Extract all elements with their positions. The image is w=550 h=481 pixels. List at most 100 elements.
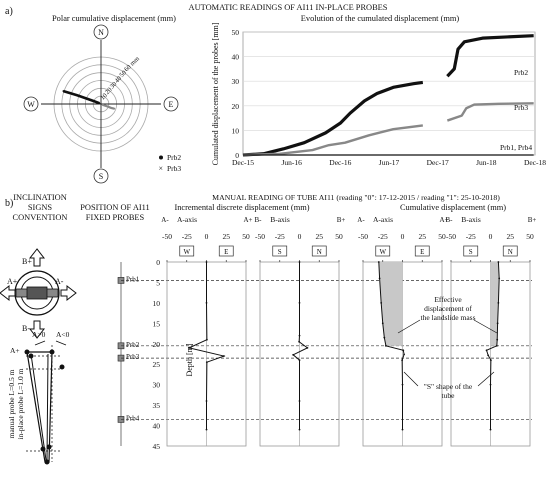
evo-x-tick: Jun-18 [476,158,497,167]
evo-series-prb3 [446,102,534,122]
profile-x-tick: 0 [489,232,493,241]
polar-point [76,94,79,97]
compass-n: N [98,28,104,37]
evo-y-tick: 40 [232,53,240,62]
wheel-1 [24,349,30,355]
evolution-y-label: Cumulated displacement of the probes [mm… [211,22,220,165]
probe-alt: A<0 [56,330,70,339]
depth-tick: 10 [153,299,161,308]
evo-series-prb3 [242,124,423,157]
wheel-7 [44,459,50,465]
profile-x-tick: 50 [526,232,534,241]
profile-point [205,261,208,263]
ring-label: 50 [118,69,128,79]
profile-x-tick: 25 [419,232,427,241]
probe-agt: A>0 [32,330,46,339]
annot-s-1: "S" shape of the [424,382,473,391]
evolution-chart: 0 10 20 30 40 50 Dec-15 Jun-16 Dec-16 Jun-17 Dec-1… [211,22,546,167]
ring-label: 40 [114,75,124,85]
polar-title: Polar cumulative displacement (mm) [52,14,176,23]
wheel-3 [28,353,34,359]
sign-box-label-s: S [469,248,473,256]
probe-inplace-label: in-place probe L=1.0 m [16,368,25,439]
profile-point [403,353,405,356]
evo-y-tick: 0 [235,151,239,160]
profile-point [306,346,309,349]
profile-point [383,336,386,339]
angle-arrow-r [55,340,67,346]
profile-point [298,301,301,304]
sign-box-s [272,245,288,257]
depth-tick: 35 [153,401,161,410]
depth-tick: 0 [156,258,160,267]
shaded-displacement-area [378,262,403,346]
profile-cum-b-axis: -50 -25 0 25 50 B- B+ B-axis S N [446,215,536,447]
profile-point [298,340,301,343]
compass-n-circle [93,24,109,40]
depth-tick: 30 [153,381,161,390]
profile-x-tick: -50 [358,232,368,241]
annot-s-2: tube [442,391,456,400]
annot-eff-3: the landslide mass [421,313,476,322]
compass-e: E [169,100,174,109]
profile-end-label-neg: A- [357,216,365,224]
profile-end-label-neg: B- [446,216,454,224]
shaded-displacement-area [490,262,500,346]
sign-box-label-e: E [224,248,228,256]
conv-aplus: A+ [7,277,18,286]
polar-series-prb2 [63,89,100,105]
profile-point [298,359,301,362]
profile-point [498,277,501,280]
fixed-probe-label-prb2: Prb2 [126,341,140,349]
profile-line [292,262,309,430]
angle-arrow-l [34,340,46,346]
conv-aminus: A- [55,277,64,286]
profile-inc-b-axis: -50 -25 0 25 50 B- B+ B-axis S N [255,215,345,447]
probe-aplus: A+ [10,346,20,355]
profile-point [489,359,492,362]
sign-box-n [311,245,327,257]
profile-end-label-pos: A+ [243,216,252,224]
probe-center [26,286,48,300]
profile-point [205,400,208,402]
profile-point [401,428,404,431]
evo-series-prb2 [446,34,534,78]
profile-point [487,354,490,357]
profile-x-tick: 50 [335,232,343,241]
depth-tick: 5 [156,278,160,287]
sign-box-w [375,245,391,257]
evo-x-tick: Dec-15 [232,158,254,167]
profile-line [187,262,226,430]
compass-s: S [99,172,103,181]
profile-x-tick: 0 [205,232,209,241]
sign-box-e [218,245,234,257]
evo-y-tick: 20 [232,102,240,111]
evolution-plot-frame [242,31,536,156]
profile-x-tick: 25 [507,232,515,241]
profile-x-tick: -50 [162,232,172,241]
annot-eff-arrow-l [397,319,421,334]
profile-x-tick: 25 [316,232,324,241]
profile-x-tick: -25 [378,232,388,241]
profile-point [292,353,295,356]
conv-bminus: B- [22,324,30,333]
polar-point [68,92,71,94]
evo-y-tick: 10 [232,126,240,135]
depth-tick: 25 [153,360,161,369]
evolution-legend-prb3: Prb3 [514,103,528,112]
wheel-4 [59,364,65,370]
compass-s-circle [93,168,109,184]
panel-a-main-title: AUTOMATIC READINGS OF AI11 IN-PLACE PROB… [188,3,388,12]
cum-title: Cumulative displacement (mm) [399,203,507,212]
depth-label: Depth [m] [185,343,194,376]
evo-x-tick: Dec-16 [329,158,351,167]
probe-diagram: A>0 A<0 A+ manual probe L=0.5 m in-place… [7,330,70,465]
depth-tick: 45 [153,442,161,451]
profile-point [489,383,492,386]
profile-point [380,301,383,304]
polar-series-prb3 [102,103,115,110]
annot-eff-2: displacement of [424,304,472,313]
profile-point [402,349,405,352]
annot-eff-arrow-r [473,319,498,334]
